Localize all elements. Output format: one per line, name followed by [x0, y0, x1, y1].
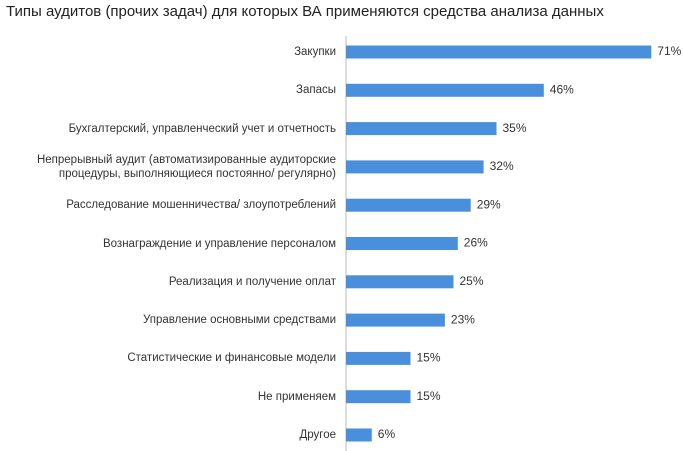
bar — [346, 160, 484, 174]
value-label: 46% — [550, 82, 574, 96]
category-label: Запасы — [296, 84, 336, 97]
category-label: Управление основными средствами — [143, 314, 336, 327]
bar — [346, 275, 454, 289]
category-label: Бухгалтерский, управленческий учет и отч… — [68, 122, 336, 135]
category-label: Статистические и финансовые модели — [127, 352, 336, 365]
category-label: Расследование мошенничества/ злоупотребл… — [66, 199, 336, 212]
bar — [346, 237, 458, 250]
value-label: 71% — [657, 44, 681, 58]
bar — [346, 313, 445, 327]
value-label: 29% — [477, 197, 501, 211]
category-label: Непрерывный аудит (автоматизированные ау… — [36, 153, 336, 180]
value-label: 15% — [417, 351, 441, 365]
bar — [346, 45, 652, 59]
value-label: 26% — [464, 236, 488, 250]
value-label: 15% — [417, 389, 441, 403]
bar — [346, 390, 411, 404]
category-label: Не применяем — [257, 390, 336, 403]
value-label: 35% — [503, 121, 527, 135]
category-label: Закупки — [294, 46, 336, 58]
category-label: Реализация и получение оплат — [168, 275, 336, 288]
category-label: Вознаграждение и управление персоналом — [103, 237, 336, 250]
bar — [346, 198, 471, 212]
bar — [346, 122, 497, 136]
bar — [346, 428, 372, 442]
value-label: 25% — [460, 274, 484, 288]
bar — [346, 83, 544, 97]
value-label: 6% — [378, 427, 396, 441]
category-label: Другое — [299, 429, 336, 441]
value-label: 23% — [451, 312, 475, 326]
bar — [346, 351, 411, 365]
value-label: 32% — [490, 159, 514, 173]
chart-title: Типы аудитов (прочих задач) для которых … — [6, 3, 604, 20]
